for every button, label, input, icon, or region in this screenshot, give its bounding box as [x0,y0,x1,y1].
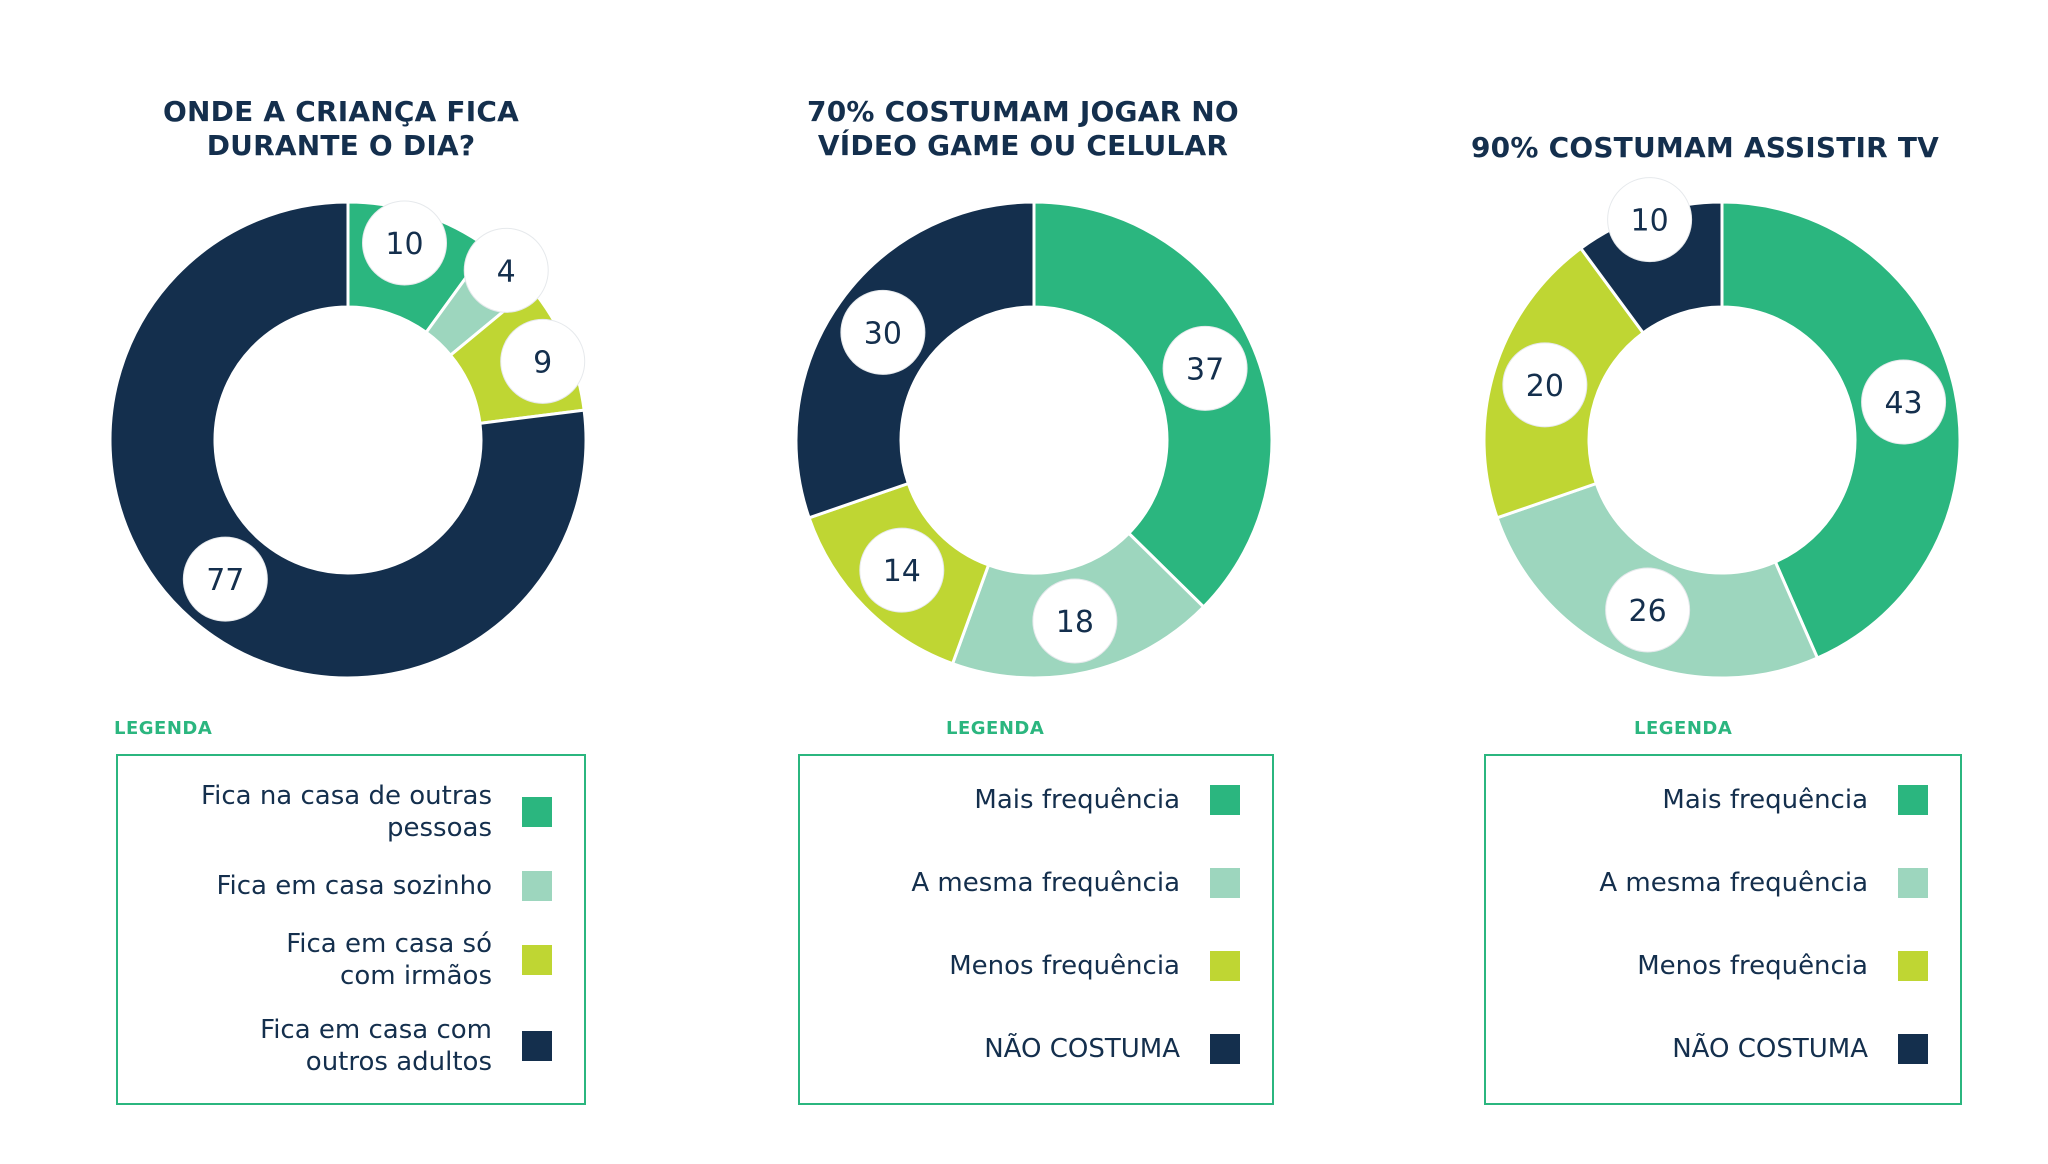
value-label: 10 [1631,204,1669,239]
value-label: 9 [533,345,552,380]
legend-label-line: com irmãos [340,961,492,991]
legend-label-line: Menos frequência [949,951,1180,981]
legend-label: A mesma frequência [911,867,1180,899]
legend-caption: LEGENDA [114,718,213,739]
legend-label-line: Fica na casa de outras [201,781,492,811]
legend-label: Fica em casa sozinho [216,870,492,902]
value-label: 30 [864,316,902,351]
legend-label-line: A mesma frequência [911,868,1180,898]
legend-item: Mais frequência [800,784,1272,816]
donut-chart-2: 37 18 14 30 [794,200,1274,680]
legend-label: Mais frequência [974,784,1180,816]
legend-item: Mais frequência [1486,784,1960,816]
value-bubble [500,318,586,404]
legend-swatch [1898,785,1928,815]
value-bubble [1861,359,1947,445]
legend-label: Fica em casa com outros adultos [260,1014,492,1078]
legend-label-line: Menos frequência [1637,951,1868,981]
value-label: 14 [883,554,921,589]
legend-label: Fica na casa de outras pessoas [201,780,492,844]
legend-item: A mesma frequência [800,867,1272,899]
legend-box: Fica na casa de outras pessoas Fica em cas… [116,754,586,1105]
value-label: 20 [1526,369,1564,404]
donut-chart-1: 10 4 9 77 [108,200,588,680]
legend-swatch [522,1031,552,1061]
legend-label: NÃO COSTUMA [984,1033,1180,1065]
legend-label-line: outros adultos [305,1047,492,1077]
legend-swatch [1210,868,1240,898]
legend-label: Mais frequência [1662,784,1868,816]
value-label: 10 [385,227,423,262]
legend-label-line: Mais frequência [974,785,1180,815]
donut-slice [1720,200,1962,661]
value-label: 37 [1186,352,1224,387]
legend-label-line: A mesma frequência [1599,868,1868,898]
legend-swatch [1210,951,1240,981]
legend-item: Fica na casa de outras pessoas [118,780,584,844]
legend-swatch [1210,785,1240,815]
legend-item: Menos frequência [1486,950,1960,982]
legend-label-line: Fica em casa com [260,1015,492,1045]
legend-box: Mais frequência A mesma frequência Menos f… [1484,754,1962,1105]
value-label: 43 [1884,386,1922,421]
value-bubble [1502,342,1588,428]
legend-item: NÃO COSTUMA [1486,1033,1960,1065]
legend-label: NÃO COSTUMA [1672,1033,1868,1065]
legend-item: Fica em casa sozinho [118,870,584,902]
chart-title-line: 90% COSTUMAM ASSISTIR TV [1471,131,1939,164]
value-bubble [1162,325,1248,411]
legend-label: Menos frequência [1637,950,1868,982]
legend-item: Menos frequência [800,950,1272,982]
chart-title-line: DURANTE O DIA? [206,129,476,162]
legend-swatch [522,797,552,827]
value-bubble [182,536,268,622]
legend-caption: LEGENDA [946,718,1045,739]
legend-swatch [1898,1034,1928,1064]
value-bubble [1607,177,1693,263]
legend-item: Fica em casa com outros adultos [118,1014,584,1078]
legend-swatch [1210,1034,1240,1064]
value-bubble [1032,578,1118,664]
legend-caption: LEGENDA [1634,718,1733,739]
value-bubble [859,527,945,613]
legend-label-line: Fica em casa sozinho [216,871,492,901]
legend-swatch [522,945,552,975]
chart-title-3: 90% COSTUMAM ASSISTIR TV [1364,131,2046,165]
chart-title-line: 70% COSTUMAM JOGAR NO [807,95,1239,128]
value-label: 4 [497,254,516,289]
value-bubble [1605,567,1691,653]
value-bubble [463,227,549,313]
legend-label-line: NÃO COSTUMA [1672,1034,1868,1064]
donut-chart-3: 43 26 20 10 [1482,177,1962,680]
value-label: 18 [1056,605,1094,640]
chart-title-2: 70% COSTUMAM JOGAR NO VÍDEO GAME OU CELUL… [682,95,1364,163]
chart-title-line: ONDE A CRIANÇA FICA [163,95,519,128]
legend-label: A mesma frequência [1599,867,1868,899]
legend-swatch [522,871,552,901]
chart-title-1: ONDE A CRIANÇA FICA DURANTE O DIA? [0,95,682,163]
chart-title-line: VÍDEO GAME OU CELULAR [817,129,1229,162]
legend-swatch [1898,868,1928,898]
legend-item: A mesma frequência [1486,867,1960,899]
value-bubble [362,200,448,286]
legend-label: Menos frequência [949,950,1180,982]
value-label: 26 [1629,594,1667,629]
legend-box: Mais frequência A mesma frequência Menos f… [798,754,1274,1105]
donut-slice [1032,200,1274,610]
value-label: 77 [206,563,244,598]
legend-label-line: Fica em casa só [286,929,492,959]
legend-label-line: NÃO COSTUMA [984,1034,1180,1064]
legend-swatch [1898,951,1928,981]
legend-label-line: pessoas [387,813,492,843]
legend-item: NÃO COSTUMA [800,1033,1272,1065]
legend-item: Fica em casa só com irmãos [118,928,584,992]
legend-label-line: Mais frequência [1662,785,1868,815]
value-bubble [840,289,926,375]
legend-label: Fica em casa só com irmãos [286,928,492,992]
